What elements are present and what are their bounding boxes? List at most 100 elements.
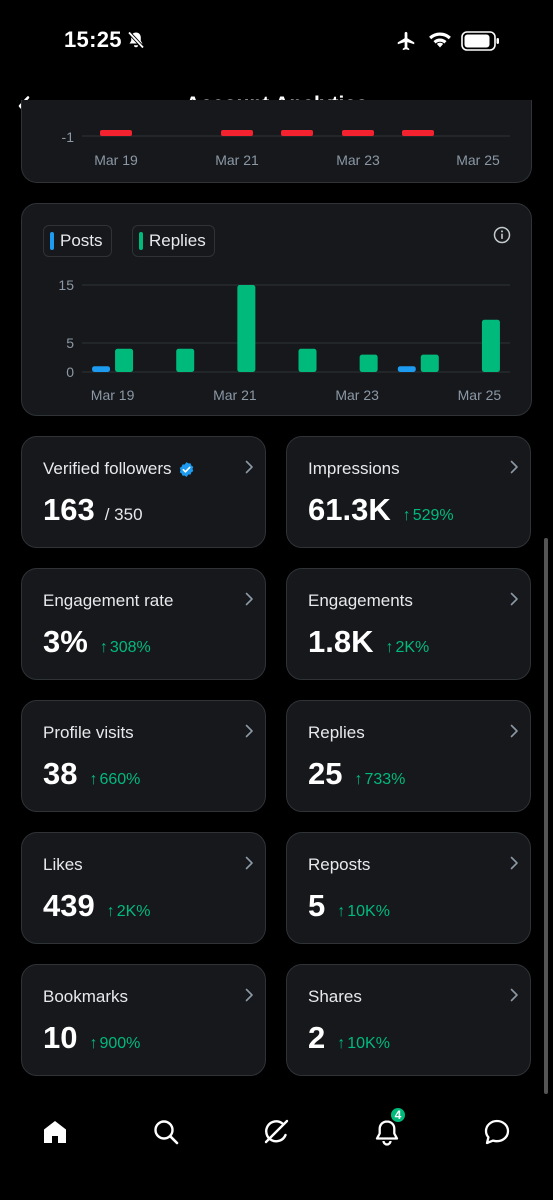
bar-replies <box>420 354 439 372</box>
stat-card-replies[interactable]: Replies 25 ↑ 733% <box>286 700 531 812</box>
top-chart-bar <box>281 130 313 136</box>
top-chart: -1 Mar 19 Mar 21 Mar 23 Mar 25 <box>62 129 510 168</box>
search-icon <box>154 1120 179 1145</box>
nav-search[interactable] <box>146 1112 186 1152</box>
scrollbar[interactable] <box>544 538 548 1094</box>
stat-label-text: Engagements <box>308 591 413 610</box>
stat-value-row: 61.3K ↑ 529% <box>308 492 454 528</box>
stat-card-engagements[interactable]: Engagements 1.8K ↑ 2K% <box>286 568 531 680</box>
top-chart-bar <box>342 130 374 136</box>
bottom-nav: 4 <box>0 1098 553 1200</box>
stat-change-value: 308% <box>109 639 151 656</box>
stat-value-row: 5 ↑ 10K% <box>308 888 390 924</box>
stat-value: 2 <box>308 1020 326 1055</box>
stat-change: ↑ 2K% <box>385 639 429 657</box>
chat-bubble-icon <box>484 1119 510 1145</box>
status-bar: 15:25 <box>0 0 553 80</box>
wifi-icon <box>427 29 453 54</box>
bar-replies <box>359 354 378 372</box>
stat-card-engagement-rate[interactable]: Engagement rate 3% ↑ 308% <box>21 568 266 680</box>
stat-label-text: Replies <box>308 723 365 742</box>
x-tick-label: Mar 25 <box>458 387 502 403</box>
stat-card-profile-visits[interactable]: Profile visits 38 ↑ 660% <box>21 700 266 812</box>
stat-change: ↑ 900% <box>89 1035 140 1053</box>
y-tick-label: 0 <box>66 364 74 380</box>
stat-value: 3% <box>43 624 88 659</box>
chevron-right-icon <box>243 987 255 1008</box>
nav-messages[interactable] <box>477 1112 517 1152</box>
info-icon[interactable] <box>493 226 511 249</box>
top-chart-x-tick: Mar 23 <box>336 152 380 168</box>
legend-swatch-replies <box>139 232 143 250</box>
arrow-up-icon: ↑ <box>337 903 346 920</box>
arrow-up-icon: ↑ <box>89 1035 98 1052</box>
stat-value-row: 10 ↑ 900% <box>43 1020 140 1056</box>
top-chart-bar <box>221 130 253 136</box>
stat-value-row: 25 ↑ 733% <box>308 756 405 792</box>
posts-replies-chart-card: Posts Replies 0 5 15 Mar 19 Mar 21 Mar 23 Mar … <box>21 203 532 416</box>
arrow-up-icon: ↑ <box>354 771 363 788</box>
chevron-right-icon <box>243 855 255 876</box>
stat-card-likes[interactable]: Likes 439 ↑ 2K% <box>21 832 266 944</box>
nav-grok[interactable] <box>256 1112 296 1152</box>
stat-value-row: 38 ↑ 660% <box>43 756 140 792</box>
legend-swatch-posts <box>50 232 54 250</box>
stat-label: Impressions <box>308 459 400 479</box>
stat-label: Engagements <box>308 591 413 611</box>
stat-label-text: Impressions <box>308 459 400 478</box>
battery-icon <box>461 31 501 56</box>
stat-label: Shares <box>308 987 362 1007</box>
legend-replies[interactable]: Replies <box>132 225 215 257</box>
stat-card-impressions[interactable]: Impressions 61.3K ↑ 529% <box>286 436 531 548</box>
top-chart-x-tick: Mar 25 <box>456 152 500 168</box>
grok-icon <box>264 1119 289 1144</box>
stat-label-text: Reposts <box>308 855 371 874</box>
stat-value-row: 2 ↑ 10K% <box>308 1020 390 1056</box>
stat-label: Engagement rate <box>43 591 173 611</box>
chevron-right-icon <box>508 723 520 744</box>
stat-change-value: 660% <box>99 771 141 788</box>
arrow-up-icon: ↑ <box>99 639 108 656</box>
stat-value: 163 <box>43 492 95 527</box>
arrow-up-icon: ↑ <box>402 507 411 524</box>
bar-replies <box>237 285 256 372</box>
legend-posts[interactable]: Posts <box>43 225 112 257</box>
stat-label: Profile visits <box>43 723 134 743</box>
stat-card-verified-followers[interactable]: Verified followers 163 / 350 <box>21 436 266 548</box>
verified-badge-icon <box>178 461 195 478</box>
x-tick-label: Mar 21 <box>213 387 257 403</box>
chevron-right-icon <box>243 591 255 612</box>
y-tick-label: 15 <box>58 277 74 293</box>
arrow-up-icon: ↑ <box>337 1035 346 1052</box>
stat-value: 1.8K <box>308 624 374 659</box>
stat-value-row: 3% ↑ 308% <box>43 624 151 660</box>
bar-replies <box>115 348 134 372</box>
stat-label: Bookmarks <box>43 987 128 1007</box>
stat-label-text: Bookmarks <box>43 987 129 1006</box>
bar-replies <box>481 319 500 372</box>
stat-total: / 350 <box>104 505 143 524</box>
stat-card-shares[interactable]: Shares 2 ↑ 10K% <box>286 964 531 1076</box>
x-tick-label: Mar 23 <box>335 387 379 403</box>
bar-posts <box>397 366 416 372</box>
chevron-right-icon <box>243 459 255 480</box>
stat-change-value: 10K% <box>347 903 390 920</box>
stat-change: ↑ 2K% <box>107 903 151 921</box>
stat-change-value: 529% <box>412 507 454 524</box>
stat-value-row: 439 ↑ 2K% <box>43 888 151 924</box>
top-chart-bar <box>100 130 132 136</box>
stat-change: ↑ 733% <box>354 771 405 789</box>
chevron-right-icon <box>508 855 520 876</box>
top-chart-y-tick: -1 <box>62 129 75 145</box>
bell-off-icon <box>126 30 146 55</box>
home-icon <box>44 1121 66 1143</box>
stat-change: ↑ 10K% <box>337 903 390 921</box>
nav-notifications[interactable]: 4 <box>367 1106 407 1152</box>
stat-card-bookmarks[interactable]: Bookmarks 10 ↑ 900% <box>21 964 266 1076</box>
stat-label: Likes <box>43 855 83 875</box>
nav-home[interactable] <box>35 1112 75 1152</box>
y-tick-label: 5 <box>66 335 74 351</box>
stat-card-reposts[interactable]: Reposts 5 ↑ 10K% <box>286 832 531 944</box>
top-chart-card: -1 Mar 19 Mar 21 Mar 23 Mar 25 <box>21 100 532 183</box>
stat-change-value: 2K% <box>116 903 151 920</box>
